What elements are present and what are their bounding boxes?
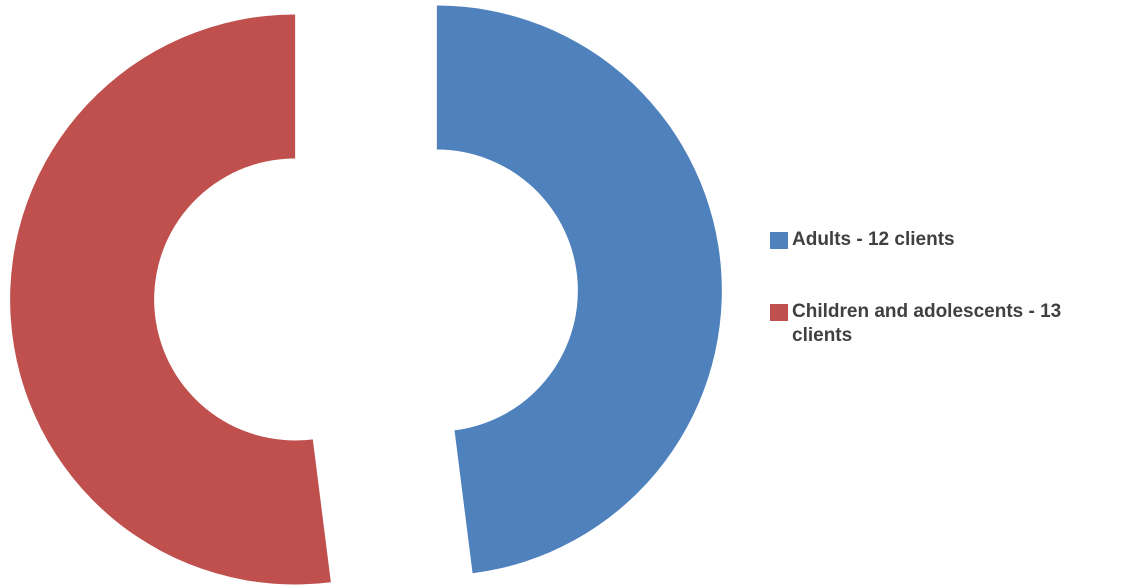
legend-item-children: Children and adolescents - 13 clients (770, 300, 1115, 348)
legend-label-adults: Adults - 12 clients (792, 229, 955, 250)
donut-slice-children (10, 14, 331, 585)
legend-label-children: Children and adolescents - 13 clients (792, 301, 1062, 346)
donut-slice-adults (436, 5, 722, 574)
legend-swatch-adults (770, 232, 788, 249)
legend-item-adults: Adults - 12 clients (770, 228, 1115, 252)
chart-legend: Adults - 12 clients Children and adolesc… (770, 228, 1115, 348)
legend-swatch-children (770, 304, 788, 321)
